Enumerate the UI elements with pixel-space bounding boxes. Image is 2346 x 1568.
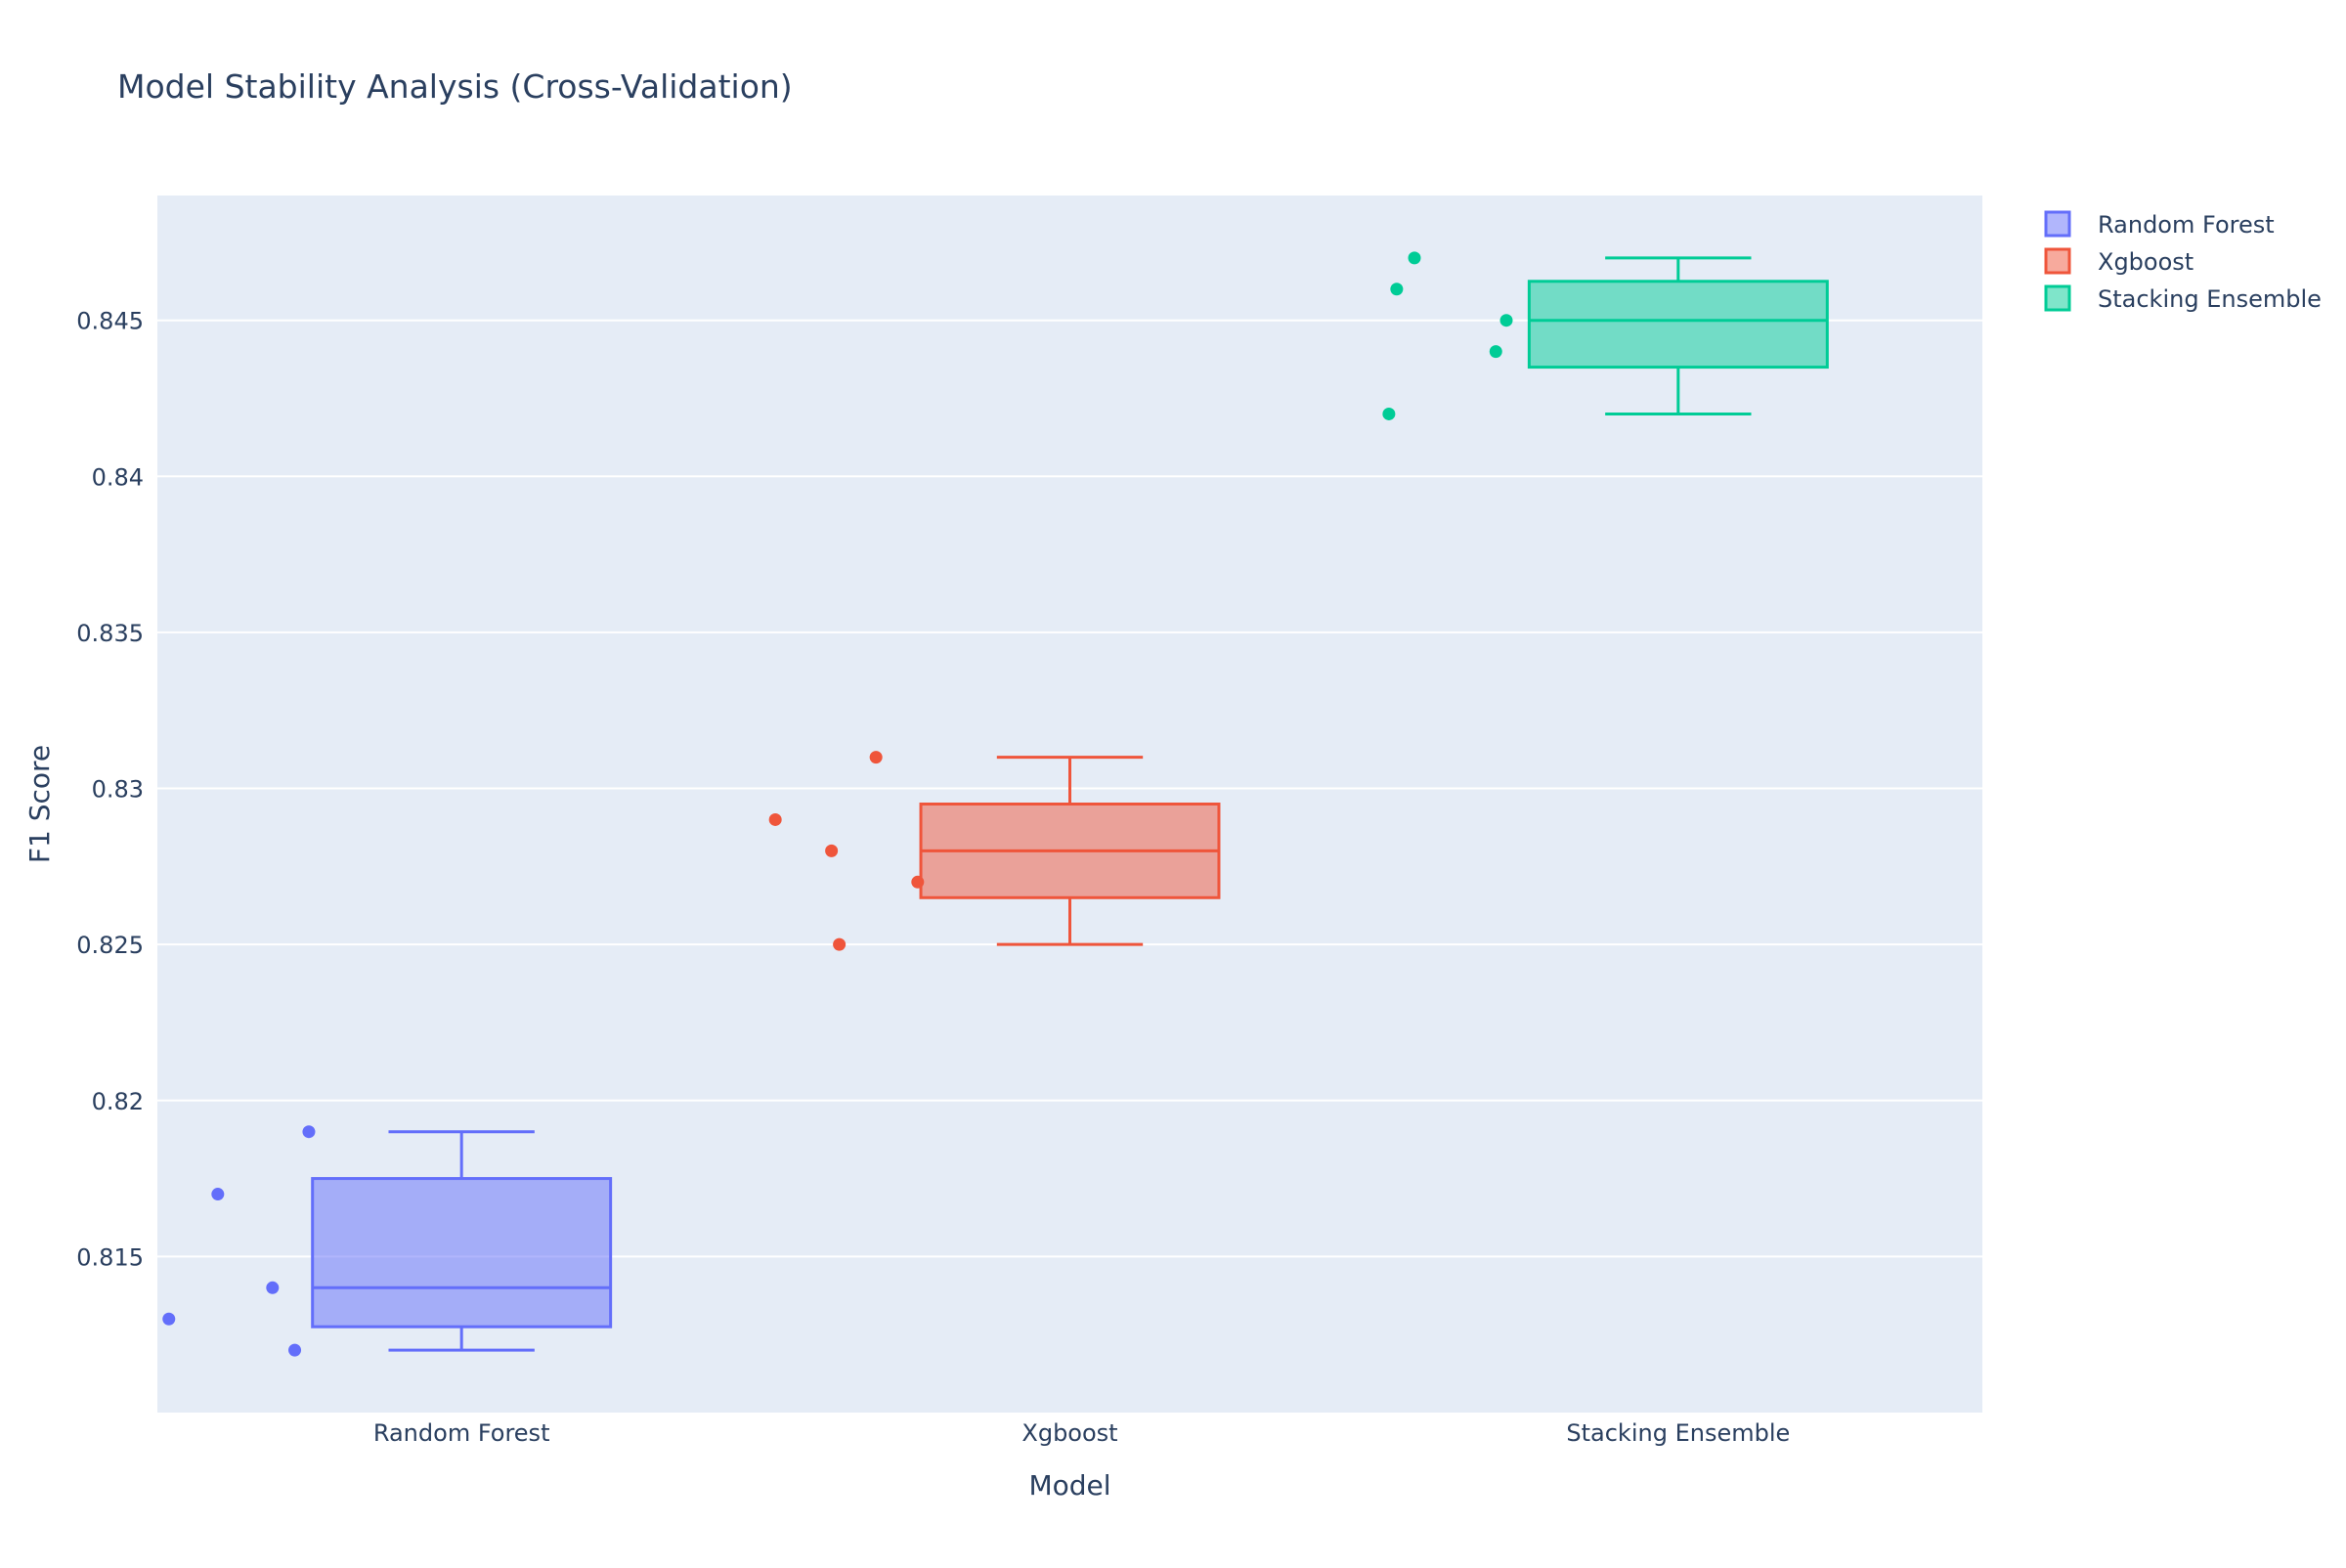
legend-label: Xgboost xyxy=(2098,248,2194,276)
y-tick-label: 0.815 xyxy=(76,1243,144,1271)
x-axis-ticks: Random Forest Xgboost Stacking Ensemble xyxy=(373,1419,1790,1447)
legend-label: Random Forest xyxy=(2098,211,2275,239)
data-point xyxy=(1489,345,1502,359)
data-points xyxy=(162,251,1513,1357)
legend-item[interactable]: Random Forest xyxy=(2044,210,2275,239)
x-axis-title: Model xyxy=(1028,1469,1110,1502)
box-plots xyxy=(311,256,1829,1352)
data-point xyxy=(1390,283,1404,296)
data-point xyxy=(833,937,847,951)
legend[interactable]: Random Forest Xgboost Stacking Ensemble xyxy=(2044,210,2322,313)
y-tick-label: 0.82 xyxy=(92,1088,144,1115)
iqr-box xyxy=(1527,280,1829,370)
legend-swatch xyxy=(2044,284,2071,312)
data-point xyxy=(768,812,782,826)
data-point xyxy=(211,1188,225,1201)
y-tick-label: 0.845 xyxy=(76,308,144,335)
legend-swatch xyxy=(2044,210,2071,238)
y-tick-label: 0.835 xyxy=(76,620,144,647)
x-tick-label: Stacking Ensemble xyxy=(1566,1419,1790,1447)
data-point xyxy=(266,1281,280,1294)
data-point xyxy=(869,751,883,764)
data-point xyxy=(162,1312,176,1326)
box-random-forest xyxy=(311,1130,613,1352)
data-point xyxy=(1408,251,1421,265)
y-axis-title: F1 Score xyxy=(23,745,56,863)
chart-title: Model Stability Analysis (Cross-Validati… xyxy=(117,67,793,106)
legend-item[interactable]: Xgboost xyxy=(2044,247,2194,276)
y-tick-label: 0.84 xyxy=(92,463,144,491)
legend-label: Stacking Ensemble xyxy=(2098,285,2322,313)
box-stacking-ensemble xyxy=(1527,256,1829,415)
data-point xyxy=(825,844,839,857)
data-point xyxy=(288,1343,302,1357)
y-tick-label: 0.825 xyxy=(76,932,144,959)
data-point xyxy=(1382,407,1396,420)
legend-swatch xyxy=(2044,247,2071,275)
legend-item[interactable]: Stacking Ensemble xyxy=(2044,284,2322,313)
data-point xyxy=(1499,314,1513,327)
y-axis-ticks: 0.815 0.82 0.825 0.83 0.835 0.84 0.845 xyxy=(76,308,144,1272)
y-tick-label: 0.83 xyxy=(92,776,144,804)
iqr-box xyxy=(311,1177,613,1328)
box-xgboost xyxy=(919,756,1221,946)
x-tick-label: Random Forest xyxy=(373,1419,550,1447)
data-point xyxy=(302,1125,316,1139)
data-point xyxy=(911,875,925,889)
x-tick-label: Xgboost xyxy=(1021,1419,1117,1447)
